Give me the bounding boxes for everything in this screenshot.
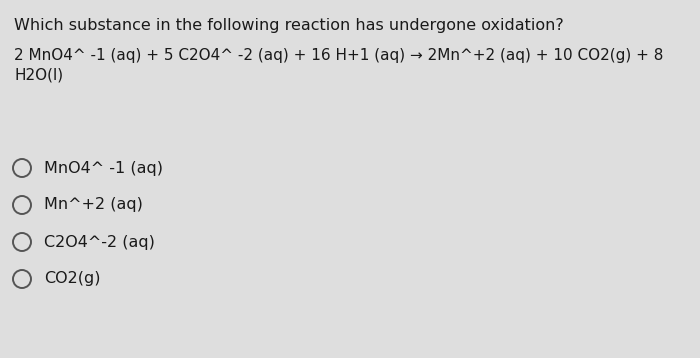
Text: Mn^+2 (aq): Mn^+2 (aq) xyxy=(44,198,143,213)
Text: 2 MnO4^ -1 (aq) + 5 C2O4^ -2 (aq) + 16 H+1 (aq) → 2Mn^+2 (aq) + 10 CO2(g) + 8: 2 MnO4^ -1 (aq) + 5 C2O4^ -2 (aq) + 16 H… xyxy=(14,48,664,63)
Text: MnO4^ -1 (aq): MnO4^ -1 (aq) xyxy=(44,160,163,175)
Text: CO2(g): CO2(g) xyxy=(44,271,101,286)
Text: Which substance in the following reaction has undergone oxidation?: Which substance in the following reactio… xyxy=(14,18,564,33)
Text: H2O(l): H2O(l) xyxy=(14,68,63,83)
Text: C2O4^-2 (aq): C2O4^-2 (aq) xyxy=(44,234,155,250)
